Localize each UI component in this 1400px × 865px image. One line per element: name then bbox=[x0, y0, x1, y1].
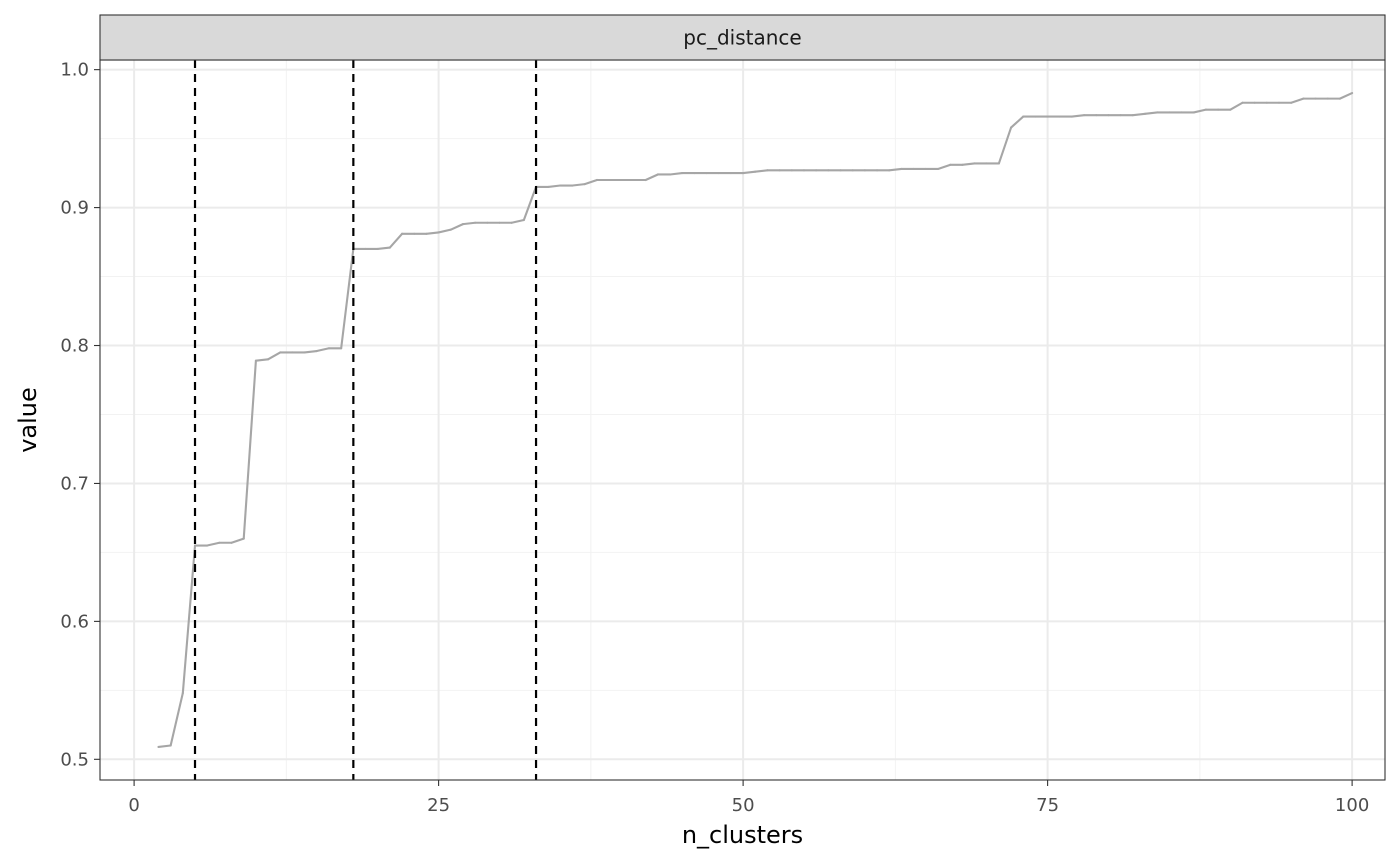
x-tick-label: 25 bbox=[427, 795, 450, 816]
y-axis: 0.5 0.6 0.7 0.8 0.9 1.0 bbox=[60, 60, 100, 770]
series-line-segment bbox=[668, 172, 684, 176]
series-line-segment bbox=[936, 163, 952, 171]
series-line-segment bbox=[522, 185, 538, 222]
series-line-segment bbox=[754, 169, 769, 173]
vline-layer bbox=[193, 60, 538, 780]
series-line-segment bbox=[461, 221, 477, 226]
series-line-segment bbox=[1192, 108, 1208, 114]
series-line-segment bbox=[1144, 111, 1159, 115]
series-line-segment bbox=[1338, 92, 1354, 100]
series-line-segment bbox=[510, 218, 525, 224]
series-line-segment bbox=[267, 351, 282, 361]
series-line-segment bbox=[254, 358, 270, 362]
y-axis-title: value bbox=[14, 387, 42, 453]
x-tick-label: 100 bbox=[1335, 795, 1369, 816]
x-tick-label: 50 bbox=[732, 795, 755, 816]
x-axis: 0 25 50 75 100 bbox=[128, 780, 1369, 816]
series-line-segment bbox=[315, 347, 331, 353]
series-line-segment bbox=[340, 247, 355, 350]
x-tick-label: 0 bbox=[128, 795, 139, 816]
facet-strip bbox=[99, 14, 1386, 61]
y-tick-label: 0.8 bbox=[60, 336, 89, 357]
y-tick-label: 0.7 bbox=[60, 473, 89, 494]
line-layer bbox=[157, 92, 1354, 748]
y-tick-label: 1.0 bbox=[60, 60, 89, 81]
series-line-segment bbox=[303, 349, 318, 354]
series-line-segment bbox=[376, 246, 391, 251]
series-line-segment bbox=[1229, 101, 1244, 111]
series-line-segment bbox=[961, 162, 976, 166]
facet-strip-label: pc_distance bbox=[683, 26, 801, 50]
series-line-segment bbox=[1070, 114, 1086, 118]
series-line-segment bbox=[206, 541, 221, 547]
series-line-segment bbox=[644, 173, 659, 182]
x-axis-title: n_clusters bbox=[682, 821, 803, 849]
series-line-segment bbox=[1290, 97, 1305, 104]
series-line-segment bbox=[449, 223, 465, 231]
series-line-segment bbox=[997, 126, 1013, 165]
series-line-segment bbox=[230, 537, 245, 544]
major-grid bbox=[100, 60, 1385, 780]
series-line-segment bbox=[1131, 112, 1147, 117]
x-tick-label: 75 bbox=[1036, 795, 1059, 816]
series-line-segment bbox=[425, 231, 440, 235]
series-line-segment bbox=[169, 692, 184, 747]
series-line-segment bbox=[742, 170, 757, 175]
y-tick-label: 0.9 bbox=[60, 198, 89, 219]
series-line-segment bbox=[888, 167, 903, 172]
series-line-segment bbox=[583, 178, 598, 186]
series-line-segment bbox=[181, 544, 197, 695]
series-line-segment bbox=[388, 232, 404, 249]
series-line-segment bbox=[437, 228, 452, 234]
y-tick-label: 0.5 bbox=[60, 749, 89, 770]
y-tick-label: 0.6 bbox=[60, 611, 89, 632]
series-line-segment bbox=[571, 183, 586, 187]
series-line-segment bbox=[157, 744, 172, 748]
series-line-segment bbox=[547, 184, 562, 188]
series-line-segment bbox=[242, 359, 257, 540]
series-line-segment bbox=[1010, 115, 1025, 129]
